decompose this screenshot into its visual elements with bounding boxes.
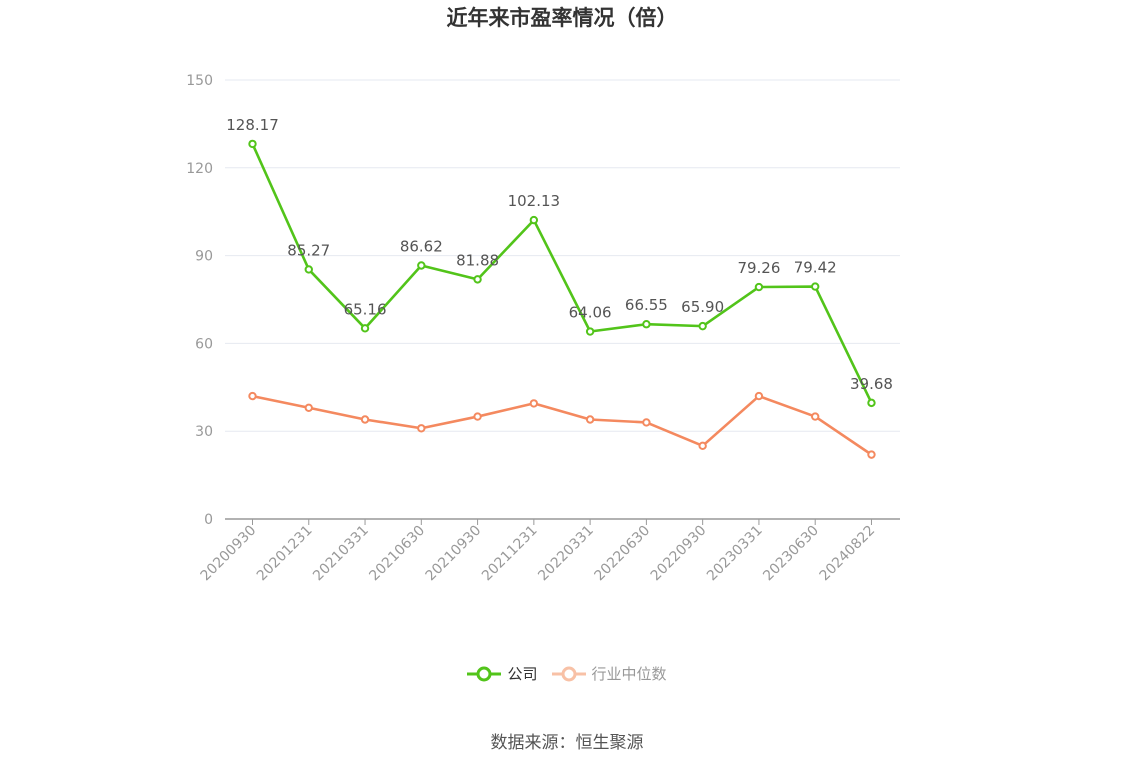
y-tick-label: 120 [186, 161, 213, 177]
data-label: 81.88 [456, 251, 499, 269]
data-point[interactable] [360, 415, 370, 424]
data-label: 79.26 [737, 259, 780, 277]
data-point[interactable] [248, 139, 257, 149]
data-labels: 128.17 85.27 65.16 86.62 81.88 102.13 64.06 66.… [226, 116, 893, 393]
data-point[interactable] [642, 320, 651, 329]
x-tick-label: 20230630 [760, 523, 822, 585]
axes: 0306090120150202009302020123120210331202… [186, 73, 900, 584]
data-label: 85.27 [287, 241, 330, 259]
series-lines [248, 139, 876, 459]
data-point[interactable] [585, 327, 595, 336]
x-tick-label: 20200930 [198, 523, 260, 585]
data-point[interactable] [867, 398, 876, 408]
y-tick-label: 150 [186, 73, 213, 89]
data-label: 65.90 [681, 298, 724, 316]
series-line [252, 394, 873, 456]
data-point[interactable] [698, 321, 707, 331]
data-label: 79.42 [794, 259, 837, 277]
legend-industry-line-icon [551, 666, 586, 681]
data-point[interactable] [811, 412, 820, 421]
data-point[interactable] [473, 275, 482, 284]
data-point[interactable] [417, 424, 426, 433]
data-point[interactable] [585, 415, 595, 424]
data-point[interactable] [304, 403, 313, 412]
data-point[interactable] [304, 265, 313, 274]
data-source-note: 数据来源：恒生聚源 [490, 733, 644, 753]
legend-label-company: 公司 [507, 665, 538, 683]
data-point[interactable] [642, 418, 651, 427]
chart-title: 近年来市盈率情况（倍） [446, 6, 678, 30]
data-point[interactable] [529, 215, 539, 225]
data-point[interactable] [698, 441, 707, 451]
grid-lines [225, 79, 900, 432]
data-label: 128.17 [226, 116, 279, 134]
data-point[interactable] [811, 282, 820, 291]
data-label: 39.68 [850, 375, 893, 393]
data-point[interactable] [473, 412, 482, 421]
series-line [251, 143, 873, 404]
legend-item-company[interactable]: 公司 [467, 663, 538, 684]
y-tick-label: 60 [195, 336, 213, 352]
legend-label-industry-median: 行业中位数 [591, 665, 667, 683]
y-tick-label: 90 [195, 249, 213, 265]
data-label: 64.06 [569, 304, 612, 322]
data-point[interactable] [248, 391, 257, 401]
data-point[interactable] [754, 282, 764, 292]
y-tick-label: 0 [204, 512, 213, 528]
data-point[interactable] [360, 324, 370, 333]
x-tick-label: 20210630 [366, 523, 428, 585]
legend-item-industry-median[interactable]: 行业中位数 [551, 663, 667, 684]
x-tick-label: 20240822 [817, 523, 879, 585]
chart-legend: 公司 行业中位数 [0, 663, 1134, 684]
x-tick-label: 20211231 [479, 523, 541, 585]
x-tick-label: 20230331 [704, 523, 766, 585]
data-label: 66.55 [625, 296, 668, 314]
y-tick-label: 30 [195, 424, 213, 440]
data-label: 102.13 [508, 192, 561, 210]
data-point[interactable] [529, 399, 539, 408]
x-tick-label: 20220630 [592, 523, 654, 585]
x-tick-label: 20201231 [254, 523, 316, 585]
data-label: 86.62 [400, 237, 443, 255]
data-point[interactable] [867, 450, 876, 459]
x-tick-label: 20220331 [535, 523, 597, 585]
legend-company-line-icon [467, 666, 502, 681]
data-point[interactable] [417, 261, 426, 270]
data-point[interactable] [754, 391, 764, 401]
data-label: 65.16 [344, 300, 387, 318]
x-tick-label: 20210331 [310, 523, 372, 585]
x-tick-label: 20210930 [423, 523, 485, 585]
x-tick-label: 20220930 [648, 523, 710, 585]
